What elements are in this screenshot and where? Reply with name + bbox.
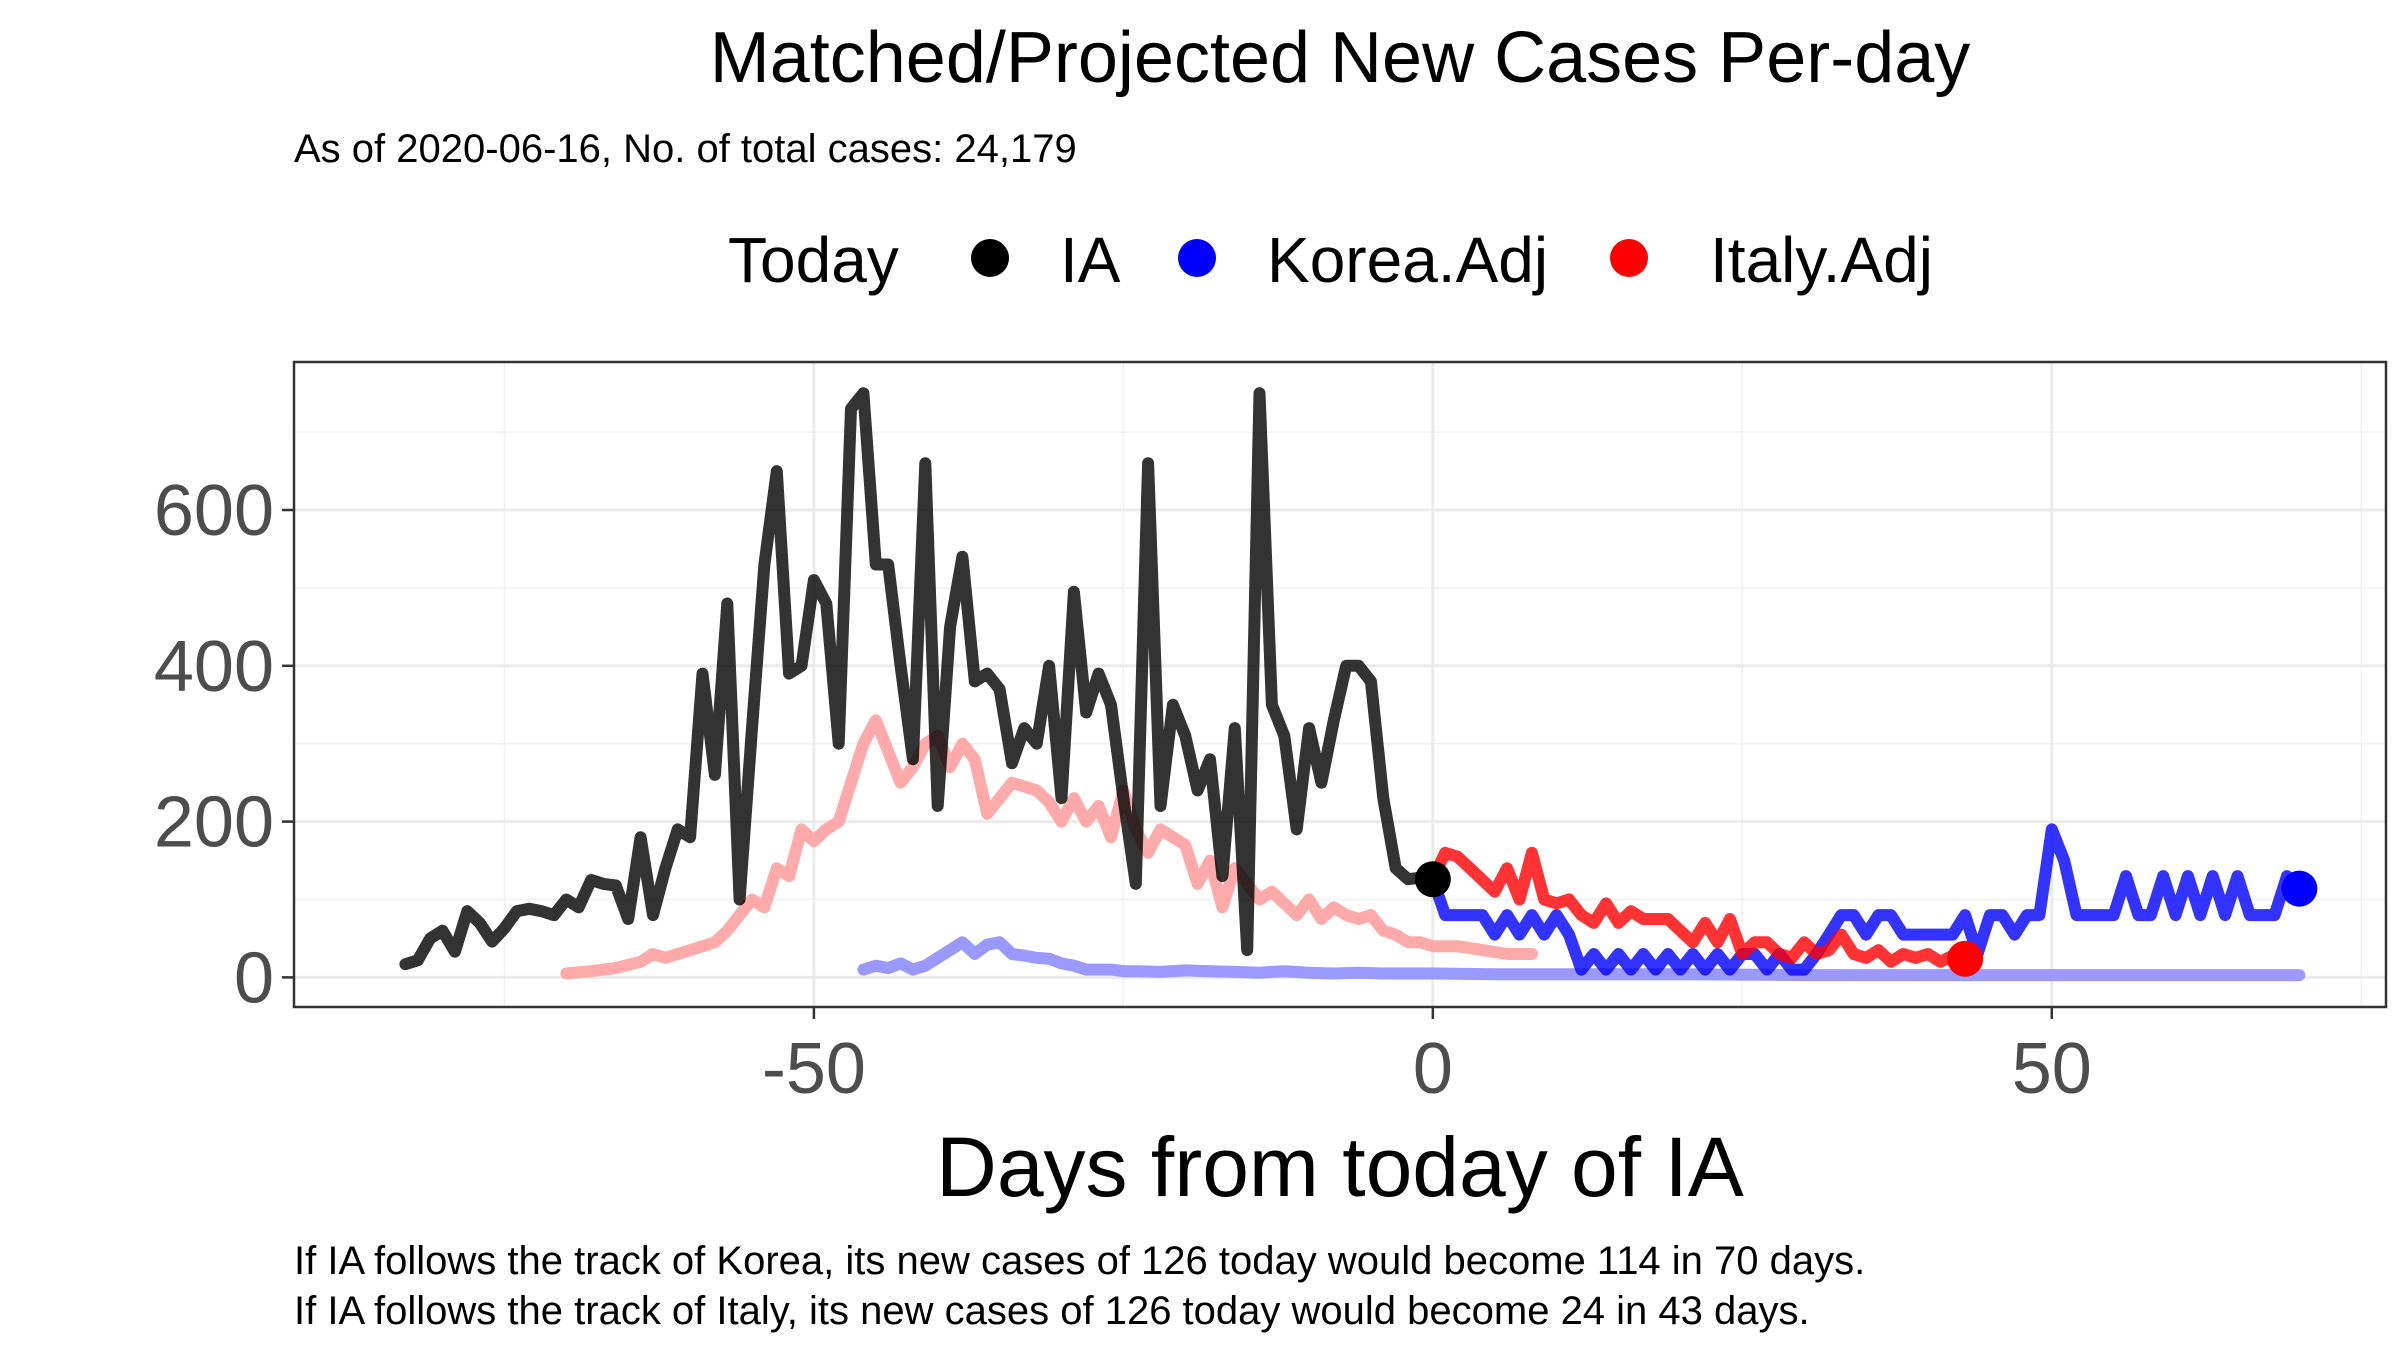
- legend-key-italy-adj: [1610, 239, 1648, 277]
- legend-key-ia: [971, 239, 1009, 277]
- caption-italy: If IA follows the track of Italy, its ne…: [294, 1289, 1810, 1333]
- end-point-italy-adj: [1947, 940, 1984, 977]
- chart-subtitle: As of 2020-06-16, No. of total cases: 24…: [294, 127, 1077, 171]
- x-tick-label: -50: [762, 1029, 866, 1109]
- today-point: [1414, 861, 1451, 898]
- x-tick-label: 0: [1413, 1029, 1453, 1109]
- y-tick-label: 0: [234, 938, 274, 1018]
- caption-korea: If IA follows the track of Korea, its ne…: [294, 1239, 1865, 1283]
- series-line-italy-adj: [1426, 846, 1972, 968]
- series-line-korea-adj-matched: [857, 936, 2306, 982]
- series-line-italy-adj-matched: [560, 714, 1538, 980]
- end-point-korea-adj: [2281, 870, 2318, 907]
- y-tick-label: 200: [154, 783, 274, 863]
- plot-border: [292, 360, 2388, 1009]
- x-axis-title: Days from today of IA: [936, 1120, 1744, 1214]
- x-tick-label: 50: [2012, 1029, 2092, 1109]
- chart-title: Matched/Projected New Cases Per-day: [710, 18, 1971, 98]
- legend-label-korea-adj: Korea.Adj: [1267, 224, 1548, 296]
- y-tick-label: 600: [154, 471, 274, 551]
- legend: Today IA Korea.Adj Italy.Adj: [728, 224, 1933, 296]
- legend-title: Today: [728, 224, 899, 296]
- series-line-ia: [399, 387, 1439, 971]
- plot-panel: [292, 360, 2388, 1009]
- x-axis: -50 0 50: [762, 1007, 2092, 1109]
- y-tick-label: 400: [154, 627, 274, 707]
- legend-label-ia: IA: [1060, 224, 1121, 296]
- y-axis: 0 200 400 600: [154, 471, 294, 1018]
- legend-key-korea-adj: [1178, 239, 1216, 277]
- points-layer: [1414, 861, 2318, 977]
- legend-label-italy-adj: Italy.Adj: [1710, 224, 1933, 296]
- series-line-korea-adj: [1426, 823, 2306, 976]
- series-layer: [399, 387, 2306, 982]
